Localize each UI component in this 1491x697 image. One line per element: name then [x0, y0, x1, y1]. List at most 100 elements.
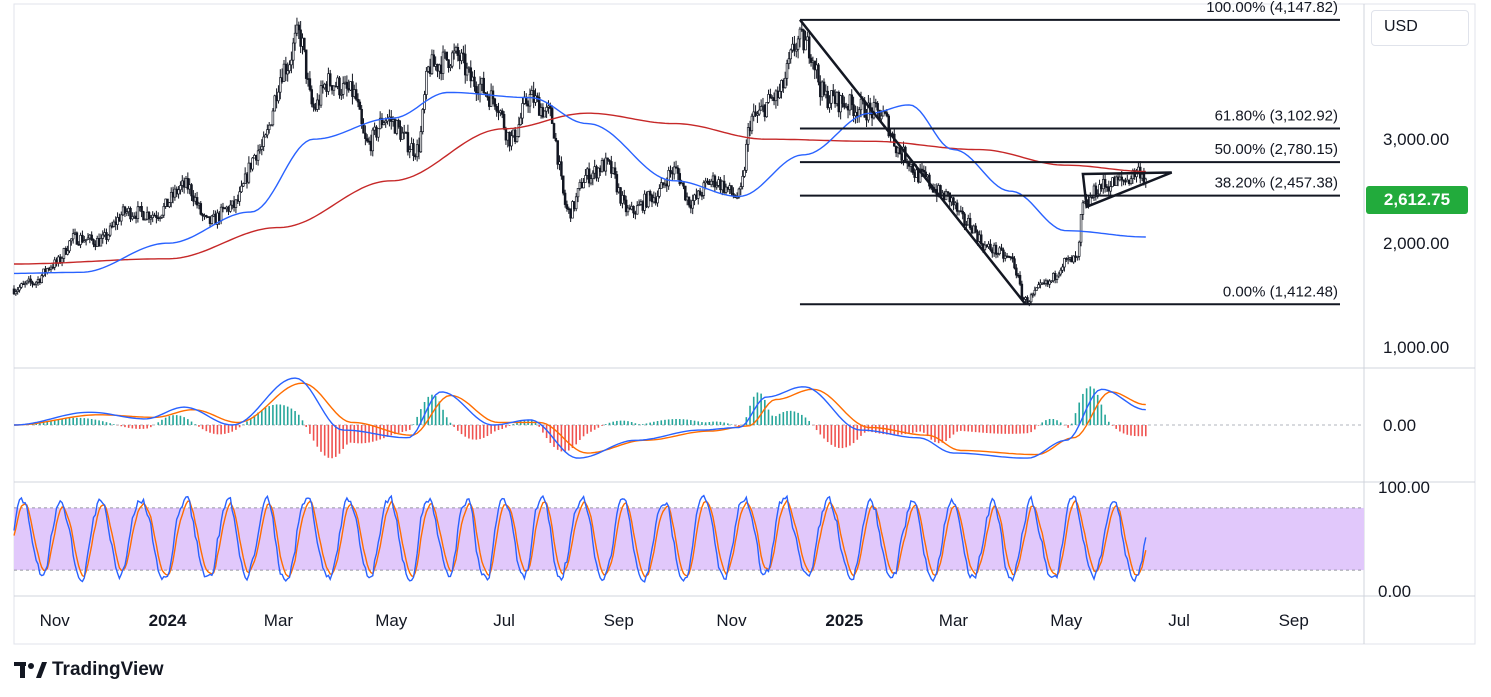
macd-histogram-bar	[212, 425, 215, 434]
candle-body	[356, 98, 360, 103]
macd-histogram-bar	[919, 425, 921, 432]
macd-histogram-bar	[1096, 394, 1099, 425]
candle-body	[828, 102, 831, 109]
macd-histogram-bar	[882, 425, 884, 435]
candle-body	[589, 178, 593, 184]
macd-histogram-bar	[394, 425, 396, 435]
candle-body	[395, 120, 399, 134]
candle-body	[796, 38, 800, 50]
macd-histogram-bar	[675, 419, 677, 425]
macd-histogram-bar	[682, 419, 685, 425]
macd-histogram-bar	[601, 425, 603, 426]
candle-body	[998, 247, 1001, 255]
macd-histogram-bar	[442, 409, 444, 425]
candle-body	[883, 111, 887, 114]
candle-body	[70, 238, 73, 242]
macd-histogram-bar	[993, 425, 995, 434]
candle-body	[920, 168, 924, 171]
candle-body	[345, 81, 349, 89]
macd-histogram-bar	[194, 424, 197, 425]
candle-body	[279, 77, 282, 93]
macd-histogram-bar	[1008, 425, 1010, 434]
macd-pane[interactable]	[13, 377, 1364, 459]
macd-histogram-bar	[575, 425, 577, 445]
candle-body	[66, 250, 69, 255]
candle-body	[635, 205, 639, 215]
candle-body	[918, 168, 922, 183]
macd-histogram-bar	[797, 412, 799, 425]
macd-histogram-bar	[101, 421, 104, 425]
macd-histogram-bar	[516, 422, 518, 425]
macd-histogram-bar	[1030, 425, 1032, 433]
candle-body	[1114, 176, 1118, 186]
macd-histogram-bar	[201, 425, 204, 430]
macd-histogram-bar	[512, 424, 515, 425]
macd-histogram-bar	[357, 425, 359, 444]
macd-histogram-bar	[1059, 422, 1062, 425]
candle-body	[660, 182, 663, 189]
time-axis-label: Mar	[264, 611, 294, 630]
candle-body	[536, 95, 539, 98]
macd-histogram-bar	[789, 410, 792, 425]
candle-body	[160, 214, 164, 218]
macd-histogram-bar	[815, 425, 818, 431]
macd-histogram-bar	[1026, 425, 1029, 434]
candle-body	[750, 115, 754, 132]
candle-body	[303, 37, 306, 51]
candle-body	[286, 70, 289, 75]
candle-body	[955, 202, 959, 212]
macd-histogram-bar	[508, 425, 511, 426]
candle-body	[351, 81, 354, 97]
macd-histogram-bar	[837, 425, 840, 448]
time-axis-label: Nov	[40, 611, 71, 630]
candle-body	[84, 239, 88, 241]
macd-histogram-bar	[556, 425, 559, 450]
macd-histogram-bar	[997, 425, 999, 434]
stoch-rsi-pane[interactable]	[13, 494, 1364, 583]
macd-histogram-bar	[294, 411, 296, 425]
macd-histogram-bar	[205, 425, 208, 432]
macd-histogram-bar	[501, 425, 504, 429]
candle-body	[445, 51, 448, 61]
candle-body	[582, 182, 585, 189]
macd-histogram-bar	[667, 419, 670, 425]
candle-body	[195, 197, 199, 206]
macd-histogram-bar	[900, 425, 903, 435]
candle-body	[795, 48, 798, 52]
candle-body	[756, 113, 759, 116]
macd-histogram-bar	[105, 422, 108, 425]
macd-histogram-bar	[897, 425, 899, 435]
macd-histogram-bar	[612, 421, 614, 425]
macd-histogram-bar	[1000, 425, 1003, 434]
macd-histogram-bar	[1082, 393, 1084, 425]
macd-histogram-bar	[231, 425, 234, 432]
candle-body	[162, 206, 166, 216]
macd-histogram-bar	[593, 425, 596, 430]
price-pane[interactable]: 100.00% (4,147.82) 61.80% (3,102.92) 50.00…	[12, 0, 1340, 307]
macd-histogram-bar	[39, 422, 41, 425]
macd-histogram-bar	[723, 422, 725, 425]
candle-body	[319, 85, 323, 106]
candle-body	[994, 244, 998, 255]
candle-body	[1002, 249, 1005, 259]
fib-label: 50.00% (2,780.15)	[1215, 141, 1338, 158]
candle-body	[885, 112, 889, 117]
candle-body	[1109, 186, 1112, 192]
candle-body	[354, 89, 358, 100]
candle-body	[20, 283, 23, 288]
macd-histogram-bar	[941, 425, 944, 443]
candle-body	[293, 32, 297, 44]
candle-body	[16, 289, 19, 292]
candle-body	[475, 86, 478, 94]
currency-selector[interactable]	[1371, 10, 1469, 46]
macd-histogram-bar	[453, 425, 455, 427]
macd-histogram-bar	[963, 425, 966, 432]
time-axis-label: May	[1050, 611, 1083, 630]
candle-body	[240, 185, 243, 193]
macd-histogram-bar	[845, 425, 847, 448]
macd-histogram-bar	[449, 422, 452, 425]
tradingview-logo[interactable]: TradingView	[14, 657, 164, 683]
candle-body	[90, 234, 93, 240]
time-axis-label: 2025	[825, 611, 863, 630]
